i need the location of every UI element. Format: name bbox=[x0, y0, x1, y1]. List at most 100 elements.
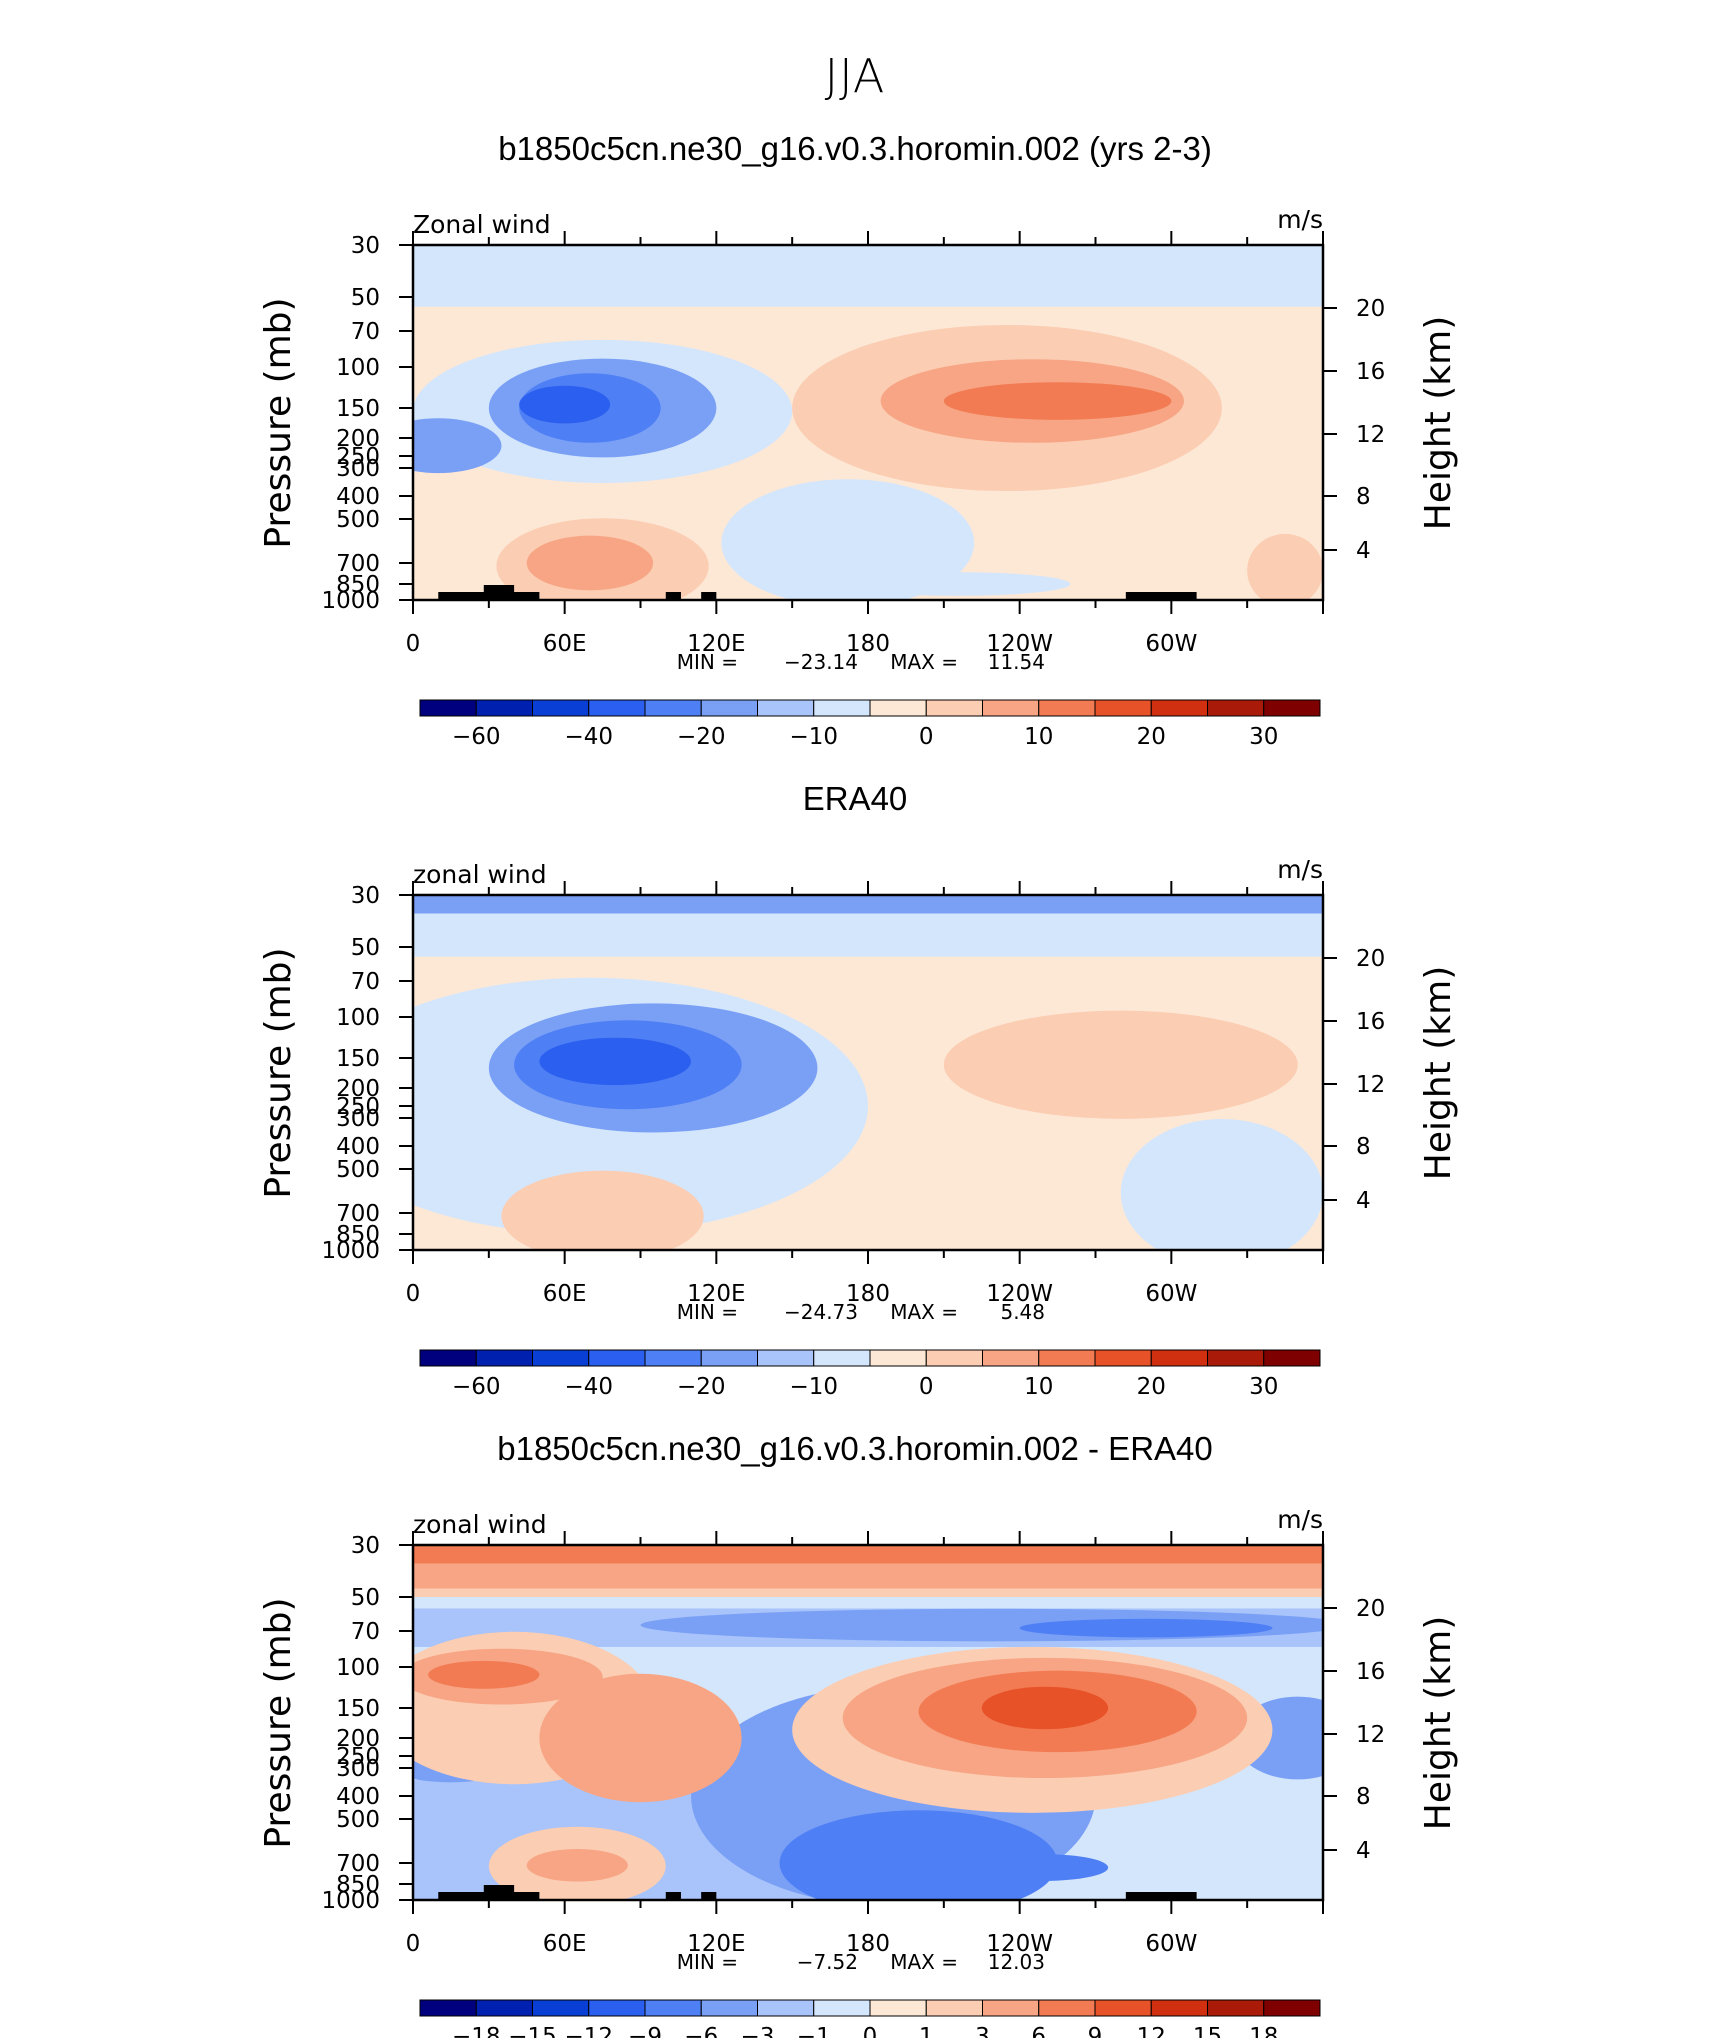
max-value: 11.54 bbox=[988, 650, 1045, 674]
colorbar-swatch bbox=[475, 699, 533, 717]
y-tick-label: 150 bbox=[336, 1046, 380, 1072]
colorbar-swatch bbox=[982, 1349, 1040, 1367]
colorbar-swatch bbox=[1263, 1349, 1321, 1367]
y-tick-label: 100 bbox=[336, 1655, 380, 1681]
y-tick-label: 400 bbox=[336, 1134, 380, 1160]
max-value: 12.03 bbox=[988, 1950, 1045, 1974]
colorbar-swatch bbox=[1038, 1349, 1096, 1367]
min-value: −24.73 bbox=[784, 1300, 858, 1324]
contour-band bbox=[413, 1563, 1323, 1589]
topography-mask bbox=[701, 1892, 717, 1900]
colorbar-swatch bbox=[532, 699, 590, 717]
colorbar-swatch bbox=[925, 1999, 983, 2017]
contour-region bbox=[943, 382, 1172, 420]
y-right-tick-label: 4 bbox=[1356, 1838, 1371, 1864]
colorbar-label: 30 bbox=[1249, 724, 1278, 750]
colorbar-label: −40 bbox=[564, 1374, 613, 1400]
contour-band bbox=[413, 895, 1323, 914]
y-tick-label: 100 bbox=[336, 355, 380, 381]
colorbar-swatch bbox=[475, 1349, 533, 1367]
x-tick-label: 60W bbox=[1145, 1281, 1197, 1307]
y-axis-right-title: Height (km) bbox=[1418, 316, 1459, 530]
y-tick-label: 50 bbox=[351, 1585, 380, 1611]
colorbar-label: −10 bbox=[789, 1374, 838, 1400]
contour-band bbox=[413, 913, 1323, 957]
colorbar-swatch bbox=[1094, 1349, 1152, 1367]
units-label: m/s bbox=[1277, 205, 1323, 234]
y-axis-title: Pressure (mb) bbox=[258, 1597, 299, 1848]
contour-band bbox=[413, 245, 1323, 307]
x-tick-label: 0 bbox=[406, 1281, 421, 1307]
y-tick-label: 50 bbox=[351, 285, 380, 311]
colorbar-swatch bbox=[1094, 1999, 1152, 2017]
chart-panel-3: b1850c5cn.ne30_g16.v0.3.horomin.002 - ER… bbox=[258, 1430, 1459, 2038]
y-tick-label: 200 bbox=[336, 426, 380, 452]
colorbar-swatch bbox=[757, 1349, 815, 1367]
y-tick-label: 1000 bbox=[321, 1888, 380, 1914]
y-axis-right-title: Height (km) bbox=[1418, 966, 1459, 1180]
colorbar-label: 1 bbox=[919, 2024, 934, 2038]
x-tick-label: 0 bbox=[406, 631, 421, 657]
colorbar-swatch bbox=[644, 699, 702, 717]
colorbar-swatch bbox=[1150, 1999, 1208, 2017]
y-tick-label: 850 bbox=[336, 572, 380, 598]
colorbar-swatch bbox=[419, 699, 477, 717]
x-tick-label: 0 bbox=[406, 1931, 421, 1957]
colorbar-swatch bbox=[419, 1999, 477, 2017]
y-tick-label: 30 bbox=[351, 1533, 380, 1559]
colorbar-swatch bbox=[588, 699, 646, 717]
y-tick-label: 300 bbox=[336, 1106, 380, 1132]
min-label: MIN = bbox=[677, 1300, 738, 1324]
colorbar-swatch bbox=[1094, 699, 1152, 717]
y-tick-label: 500 bbox=[336, 1807, 380, 1833]
min-label: MIN = bbox=[677, 1950, 738, 1974]
x-tick-label: 60E bbox=[543, 631, 587, 657]
y-right-tick-label: 8 bbox=[1356, 1134, 1371, 1160]
colorbar-swatch bbox=[982, 1999, 1040, 2017]
y-right-tick-label: 4 bbox=[1356, 1188, 1371, 1214]
y-tick-label: 150 bbox=[336, 396, 380, 422]
colorbar-label: −40 bbox=[564, 724, 613, 750]
colorbar-label: −9 bbox=[628, 2024, 662, 2038]
units-label: m/s bbox=[1277, 1505, 1323, 1534]
y-right-tick-label: 8 bbox=[1356, 1784, 1371, 1810]
colorbar-label: −12 bbox=[564, 2024, 613, 2038]
colorbar-swatch bbox=[869, 1999, 927, 2017]
colorbar-label: 10 bbox=[1024, 724, 1053, 750]
colorbar-label: −1 bbox=[797, 2024, 831, 2038]
y-tick-label: 150 bbox=[336, 1696, 380, 1722]
max-label: MAX = bbox=[890, 650, 958, 674]
colorbar-swatch bbox=[475, 1999, 533, 2017]
y-tick-label: 300 bbox=[336, 456, 380, 482]
contour-band bbox=[413, 1545, 1323, 1564]
contour-region bbox=[981, 1854, 1109, 1881]
contour-fill bbox=[413, 1545, 1323, 1900]
colorbar-swatch bbox=[588, 1999, 646, 2017]
contour-region bbox=[539, 1037, 692, 1086]
contour-region bbox=[721, 479, 975, 600]
contour-region bbox=[501, 1170, 704, 1250]
colorbar-label: −20 bbox=[677, 724, 726, 750]
colorbar-swatch bbox=[588, 1349, 646, 1367]
y-right-tick-label: 20 bbox=[1356, 1596, 1385, 1622]
colorbar-label: 9 bbox=[1088, 2024, 1103, 2038]
colorbar-label: −3 bbox=[741, 2024, 775, 2038]
y-tick-label: 30 bbox=[351, 883, 380, 909]
colorbar-swatch bbox=[925, 699, 983, 717]
y-tick-label: 100 bbox=[336, 1005, 380, 1031]
colorbar-label: 0 bbox=[919, 1374, 934, 1400]
y-tick-label: 50 bbox=[351, 935, 380, 961]
x-tick-label: 120E bbox=[687, 631, 745, 657]
x-tick-label: 120W bbox=[986, 1281, 1053, 1307]
y-tick-label: 850 bbox=[336, 1222, 380, 1248]
colorbar-label: 20 bbox=[1137, 1374, 1166, 1400]
panel-title: b1850c5cn.ne30_g16.v0.3.horomin.002 - ER… bbox=[497, 1430, 1213, 1467]
contour-band bbox=[413, 1588, 1323, 1597]
x-tick-label: 120E bbox=[687, 1931, 745, 1957]
colorbar-label: 0 bbox=[919, 724, 934, 750]
x-tick-label: 60E bbox=[543, 1931, 587, 1957]
contour-fill bbox=[413, 245, 1323, 600]
colorbar-swatch bbox=[1263, 1999, 1321, 2017]
y-tick-label: 70 bbox=[351, 969, 380, 995]
